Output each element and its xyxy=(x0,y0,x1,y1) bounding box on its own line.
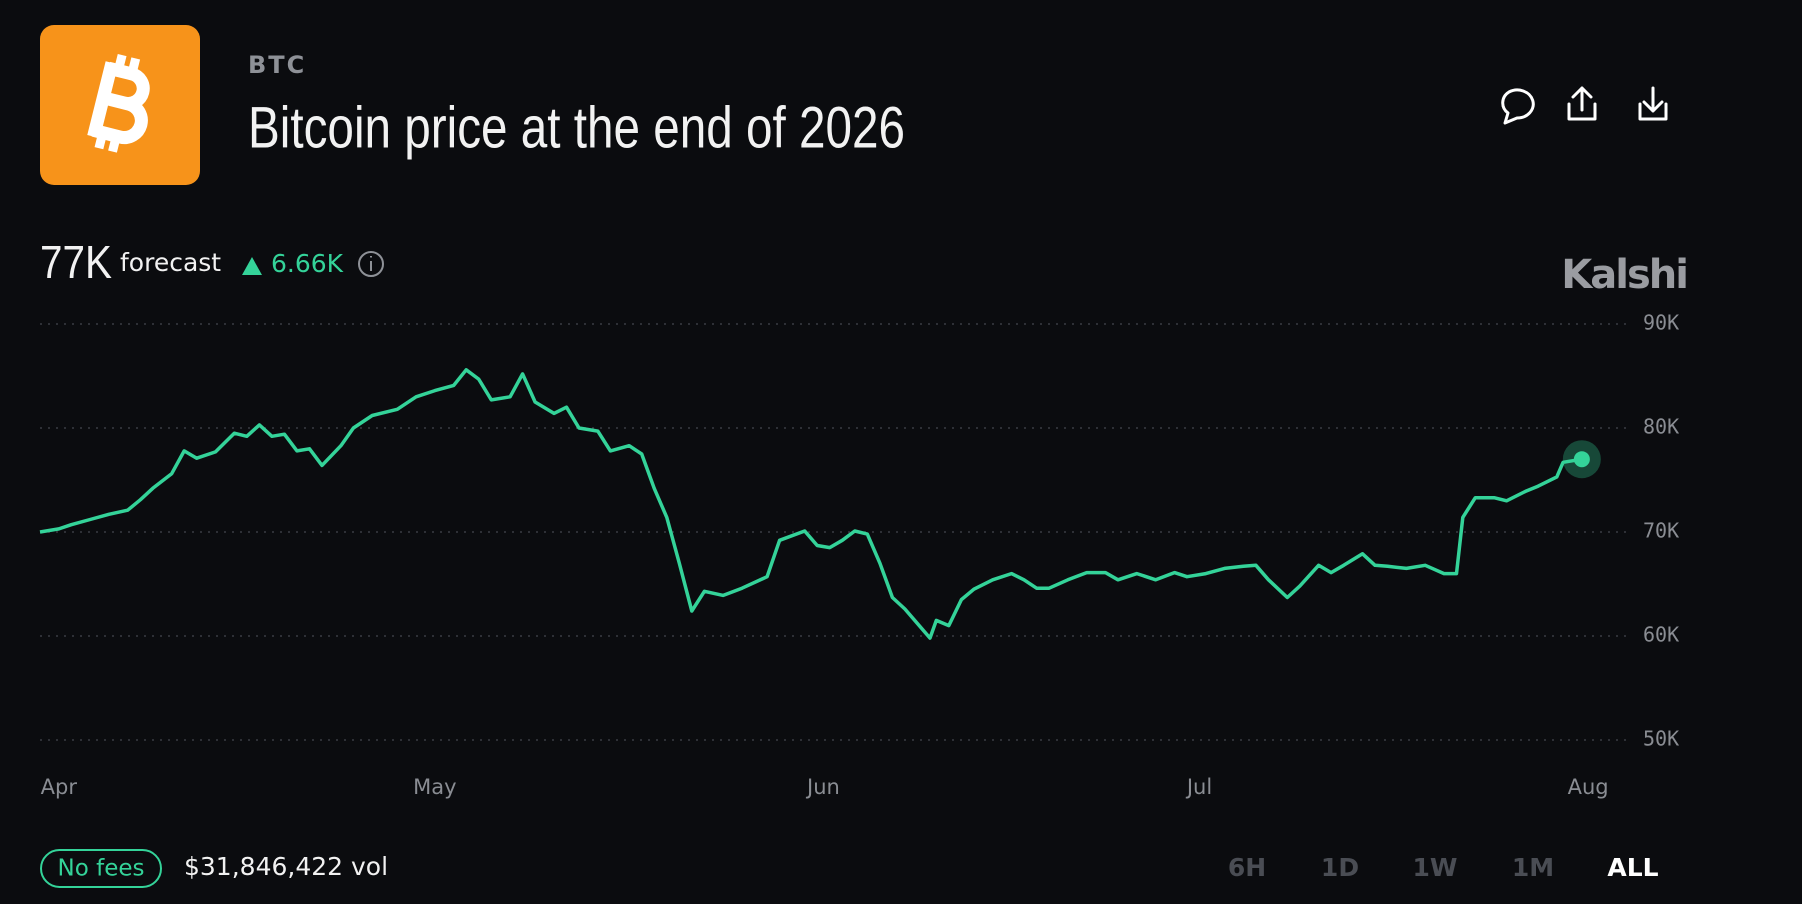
footer: No fees $31,846,422 vol xyxy=(40,849,388,888)
share-icon[interactable] xyxy=(1567,86,1597,121)
range-button[interactable]: 1M xyxy=(1512,853,1554,882)
range-button[interactable]: ALL xyxy=(1607,853,1658,882)
forecast-label: forecast xyxy=(120,248,221,277)
bitcoin-logo xyxy=(40,25,200,185)
forecast-value: 77K xyxy=(40,236,112,288)
y-tick-label: 60K xyxy=(1643,623,1679,647)
y-tick-label: 90K xyxy=(1643,311,1679,335)
x-tick-label: Aug xyxy=(1568,775,1609,799)
page-title: Bitcoin price at the end of 2026 xyxy=(248,95,905,160)
forecast-change: 6.66K xyxy=(271,249,344,278)
range-button[interactable]: 1D xyxy=(1321,853,1359,882)
badge xyxy=(40,849,162,888)
range-button[interactable]: 6H xyxy=(1228,853,1266,882)
price-line xyxy=(39,368,1583,640)
up-arrow xyxy=(242,257,262,275)
download-icon[interactable] xyxy=(1638,86,1668,121)
volume: $31,846,422 vol xyxy=(184,852,388,881)
chart: 50K 60K 70K 80K 90K Apr May Jun Jul Aug xyxy=(39,311,1679,799)
ticker: BTC xyxy=(248,51,306,79)
range-button[interactable]: 1W xyxy=(1413,853,1458,882)
y-tick-label: 70K xyxy=(1643,519,1679,543)
x-tick-label: May xyxy=(413,775,456,799)
y-tick-label: 80K xyxy=(1643,415,1679,439)
comment-icon[interactable] xyxy=(1501,88,1535,125)
info-icon[interactable] xyxy=(358,251,384,277)
end-point xyxy=(1573,451,1590,468)
x-tick-label: Jun xyxy=(805,775,840,799)
y-tick-label: 50K xyxy=(1643,727,1679,751)
badge-label: No fees xyxy=(58,856,145,882)
range-selector: 6H 1D 1W 1M ALL xyxy=(1228,853,1659,882)
x-tick-label: Apr xyxy=(41,775,78,799)
brand-logo: Kalshi xyxy=(1561,252,1687,298)
x-tick-label: Jul xyxy=(1185,775,1212,799)
